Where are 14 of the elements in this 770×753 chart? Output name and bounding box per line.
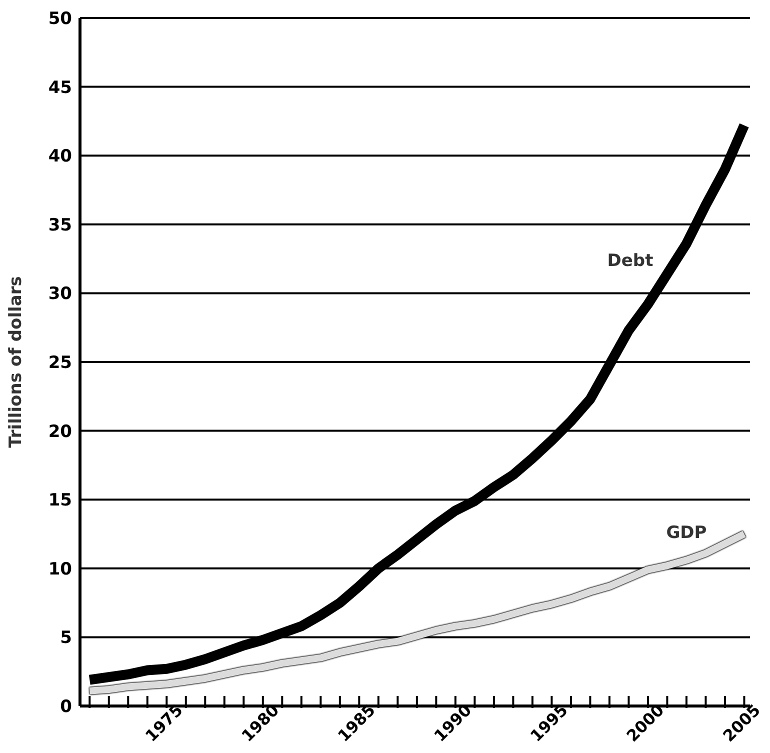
y-tick-label: 20 [48,422,72,442]
y-tick-label: 5 [60,628,72,648]
series-label: GDP [666,523,707,544]
y-tick-label: 50 [48,9,72,30]
series-label: Debt [607,250,654,271]
y-axis-title: Trillions of dollars [6,276,26,448]
y-tick-label: 30 [48,284,72,304]
y-tick-label: 0 [60,697,72,718]
y-tick-label: 35 [48,215,72,236]
y-tick-label: 10 [48,559,72,580]
y-tick-label: 40 [48,146,72,167]
y-tick-label: 25 [48,353,72,374]
y-tick-label: 15 [48,490,72,511]
y-tick-label: 45 [48,78,72,98]
